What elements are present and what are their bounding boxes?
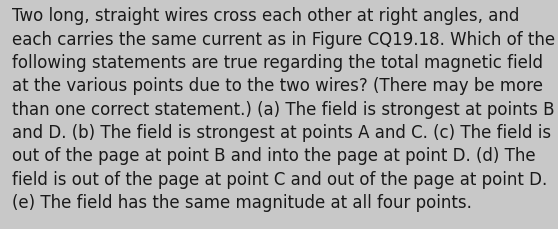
Text: Two long, straight wires cross each other at right angles, and
each carries the : Two long, straight wires cross each othe… <box>12 7 555 211</box>
